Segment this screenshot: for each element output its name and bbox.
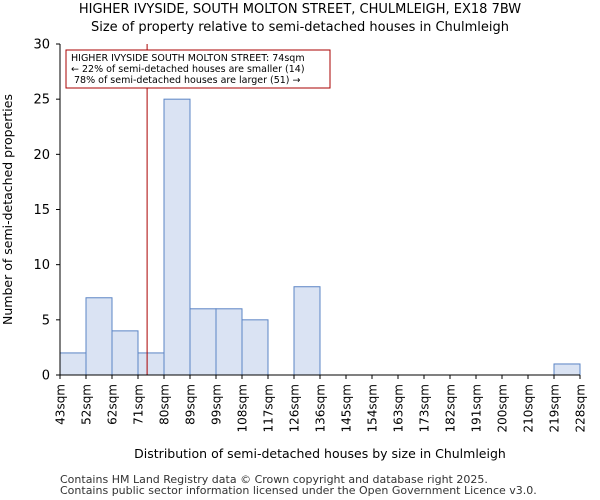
- y-tick-label: 15: [33, 203, 50, 218]
- y-tick-label: 5: [42, 313, 50, 328]
- chart-subtitle: Size of property relative to semi-detach…: [90, 20, 510, 35]
- annotation-line-2: ← 22% of semi-detached houses are smalle…: [71, 64, 305, 75]
- y-tick-label: 20: [33, 148, 50, 163]
- x-tick-label: 126sqm: [288, 384, 302, 432]
- annotation-box: HIGHER IVYSIDE SOUTH MOLTON STREET: 74sq…: [65, 49, 331, 89]
- bar-126sqm: [293, 286, 321, 376]
- x-tick-label: 62sqm: [106, 384, 120, 425]
- x-tick-label: 108sqm: [236, 384, 250, 432]
- x-tick-label: 80sqm: [158, 384, 172, 425]
- bar-80sqm: [163, 98, 191, 376]
- x-tick-label: 163sqm: [392, 384, 406, 432]
- x-tick-label: 154sqm: [366, 384, 380, 432]
- y-tick-label: 0: [42, 369, 50, 384]
- chart-title: HIGHER IVYSIDE, SOUTH MOLTON STREET, CHU…: [78, 2, 522, 17]
- x-tick-label: 99sqm: [210, 384, 224, 425]
- annotation-line-3: 78% of semi-detached houses are larger (…: [74, 75, 301, 86]
- bar-89sqm: [189, 308, 217, 376]
- annotation-frame: [65, 49, 331, 89]
- x-tick-label: 219sqm: [548, 384, 562, 432]
- bar-108sqm: [241, 319, 269, 376]
- bar-219sqm: [553, 363, 581, 376]
- y-tick-label: 30: [33, 38, 50, 53]
- bar-43sqm: [59, 352, 87, 376]
- x-tick-label: 228sqm: [574, 384, 588, 432]
- x-tick-label: 173sqm: [418, 384, 432, 432]
- x-tick-label: 52sqm: [80, 384, 94, 425]
- x-tick-label: 43sqm: [54, 384, 68, 425]
- bar-52sqm: [85, 297, 113, 376]
- x-tick-label: 136sqm: [314, 384, 328, 432]
- x-tick-label: 71sqm: [132, 384, 146, 425]
- bar-99sqm: [215, 308, 243, 376]
- x-tick-label: 210sqm: [522, 384, 536, 432]
- y-tick-label: 25: [33, 93, 50, 108]
- x-axis-label: Distribution of semi-detached houses by …: [134, 446, 506, 461]
- bar-62sqm: [111, 330, 139, 376]
- x-tick-label: 117sqm: [262, 384, 276, 432]
- footer-line-2: Contains public sector information licen…: [60, 484, 537, 497]
- footer-line-1: Contains HM Land Registry data © Crown c…: [60, 473, 488, 486]
- x-tick-label: 89sqm: [184, 384, 198, 425]
- x-tick-label: 145sqm: [340, 384, 354, 432]
- x-tick-label: 200sqm: [496, 384, 510, 432]
- annotation-line-1: HIGHER IVYSIDE SOUTH MOLTON STREET: 74sq…: [71, 53, 305, 64]
- bar-71sqm: [137, 352, 165, 376]
- y-axis-label: Number of semi-detached properties: [0, 94, 15, 325]
- x-tick-label: 182sqm: [444, 384, 458, 432]
- x-tick-label: 191sqm: [470, 384, 484, 432]
- y-tick-label: 10: [33, 258, 50, 273]
